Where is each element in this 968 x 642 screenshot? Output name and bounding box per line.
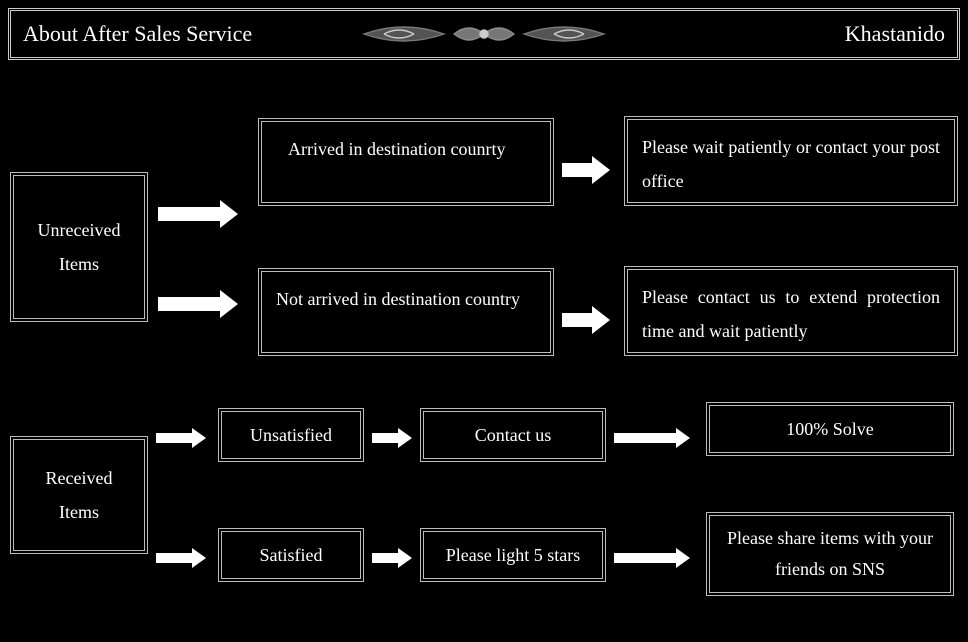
node-label: Received Items (28, 461, 130, 529)
node-label: Please light 5 stars (446, 546, 580, 564)
node-label: 100% Solve (786, 420, 874, 438)
node-contact-us: Contact us (420, 408, 606, 462)
node-label: Please contact us to extend protection t… (642, 280, 940, 348)
node-arrived: Arrived in destination counrty (258, 118, 554, 206)
node-label: Unreceived Items (28, 213, 130, 281)
arrow-icon (158, 290, 238, 318)
header-bar: About After Sales Service Khastanido (8, 8, 960, 60)
ornament-icon (344, 14, 624, 54)
arrow-icon (614, 548, 690, 568)
node-not-arrived: Not arrived in destination country (258, 268, 554, 356)
node-light-5-stars: Please light 5 stars (420, 528, 606, 582)
node-extend-protection: Please contact us to extend protection t… (624, 266, 958, 356)
arrow-icon (158, 200, 238, 228)
node-label: Not arrived in destination country (276, 282, 520, 316)
node-label: Contact us (475, 426, 552, 444)
arrow-icon (372, 548, 412, 568)
arrow-icon (156, 428, 206, 448)
node-label: Satisfied (260, 546, 323, 564)
header-title: About After Sales Service (23, 21, 252, 47)
arrow-icon (156, 548, 206, 568)
node-label: Arrived in destination counrty (276, 132, 505, 166)
node-label: Unsatisfied (250, 426, 332, 444)
node-received-items: Received Items (10, 436, 148, 554)
node-100-solve: 100% Solve (706, 402, 954, 456)
node-label: Please share items with your friends on … (724, 523, 936, 584)
arrow-icon (614, 428, 690, 448)
node-satisfied: Satisfied (218, 528, 364, 582)
node-unreceived-items: Unreceived Items (10, 172, 148, 322)
arrow-icon (372, 428, 412, 448)
header-brand: Khastanido (845, 21, 945, 47)
arrow-icon (562, 156, 610, 184)
node-unsatisfied: Unsatisfied (218, 408, 364, 462)
node-share-sns: Please share items with your friends on … (706, 512, 954, 596)
node-label: Please wait patiently or contact your po… (642, 130, 940, 198)
node-wait-post-office: Please wait patiently or contact your po… (624, 116, 958, 206)
arrow-icon (562, 306, 610, 334)
